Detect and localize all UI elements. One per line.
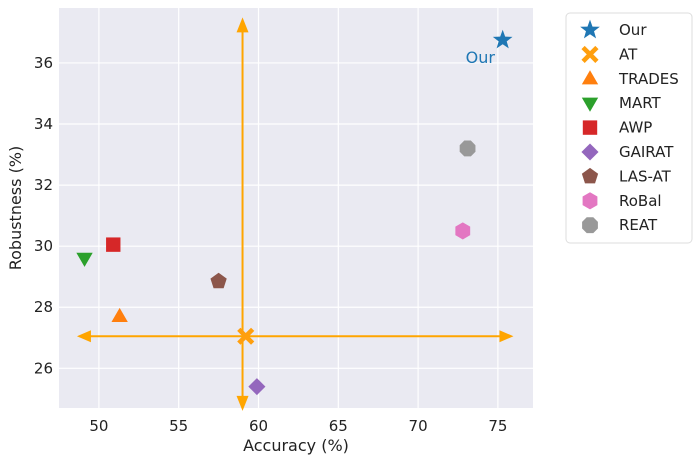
x-tick-label: 50 xyxy=(89,417,108,435)
legend-marker-las-at xyxy=(581,167,599,184)
grid xyxy=(59,8,533,408)
x-tick-label: 55 xyxy=(169,417,188,435)
legend-label: TRADES xyxy=(618,70,679,88)
legend-box xyxy=(565,12,693,244)
y-tick-label: 34 xyxy=(34,115,53,133)
legend-label: MART xyxy=(619,94,662,112)
legend-label: AT xyxy=(619,45,638,63)
y-tick-label: 26 xyxy=(34,359,53,377)
x-axis-label: Accuracy (%) xyxy=(243,436,349,455)
data-point-at xyxy=(237,327,255,345)
y-tick-label: 28 xyxy=(34,298,53,316)
annotations: Our xyxy=(466,48,496,67)
legend-marker-robal xyxy=(582,192,598,210)
arrowhead-right xyxy=(499,330,514,343)
x-tick-label: 65 xyxy=(329,417,348,435)
data-points xyxy=(76,29,513,396)
x-tick-label: 75 xyxy=(488,417,507,435)
data-point-mart xyxy=(76,252,93,267)
legend-marker-mart xyxy=(581,97,599,112)
legend-label: RoBal xyxy=(619,192,662,210)
legend-marker-gairat xyxy=(581,143,599,161)
arrowhead-down xyxy=(236,395,249,411)
legend-label: Our xyxy=(619,21,647,39)
legend-marker-trades xyxy=(581,70,599,85)
legend-marker-our xyxy=(580,19,600,39)
data-point-gairat xyxy=(248,378,266,396)
data-point-our xyxy=(492,29,513,49)
tick-labels: 50 55 60 65 70 75 26 28 30 32 34 36 xyxy=(34,54,508,435)
y-axis-label: Robustness (%) xyxy=(6,146,25,271)
y-tick-label: 30 xyxy=(34,237,53,255)
legend-label: REAT xyxy=(619,216,658,234)
legend-label: LAS-AT xyxy=(619,167,672,185)
y-tick-label: 36 xyxy=(34,54,53,72)
legend-marker-awp xyxy=(582,120,598,135)
data-point-las-at xyxy=(210,272,227,289)
x-tick-label: 60 xyxy=(249,417,268,435)
x-tick-label: 70 xyxy=(409,417,428,435)
arrowhead-left xyxy=(76,330,91,343)
y-tick-label: 32 xyxy=(34,176,53,194)
annotation-label: Our xyxy=(466,48,496,67)
data-point-awp xyxy=(106,237,121,252)
legend-marker-reat xyxy=(582,217,598,234)
data-point-robal xyxy=(455,222,471,240)
legend-marker-at xyxy=(581,45,599,63)
legend: Our AT TRADES MART AWP GAIRAT LAS-AT RoBal REAT xyxy=(565,12,693,244)
data-point-reat xyxy=(459,140,476,157)
legend-label: GAIRAT xyxy=(619,143,674,161)
legend-label: AWP xyxy=(619,119,652,137)
plot-background xyxy=(59,8,533,408)
data-point-trades xyxy=(111,307,128,323)
arrowhead-up xyxy=(236,17,249,33)
